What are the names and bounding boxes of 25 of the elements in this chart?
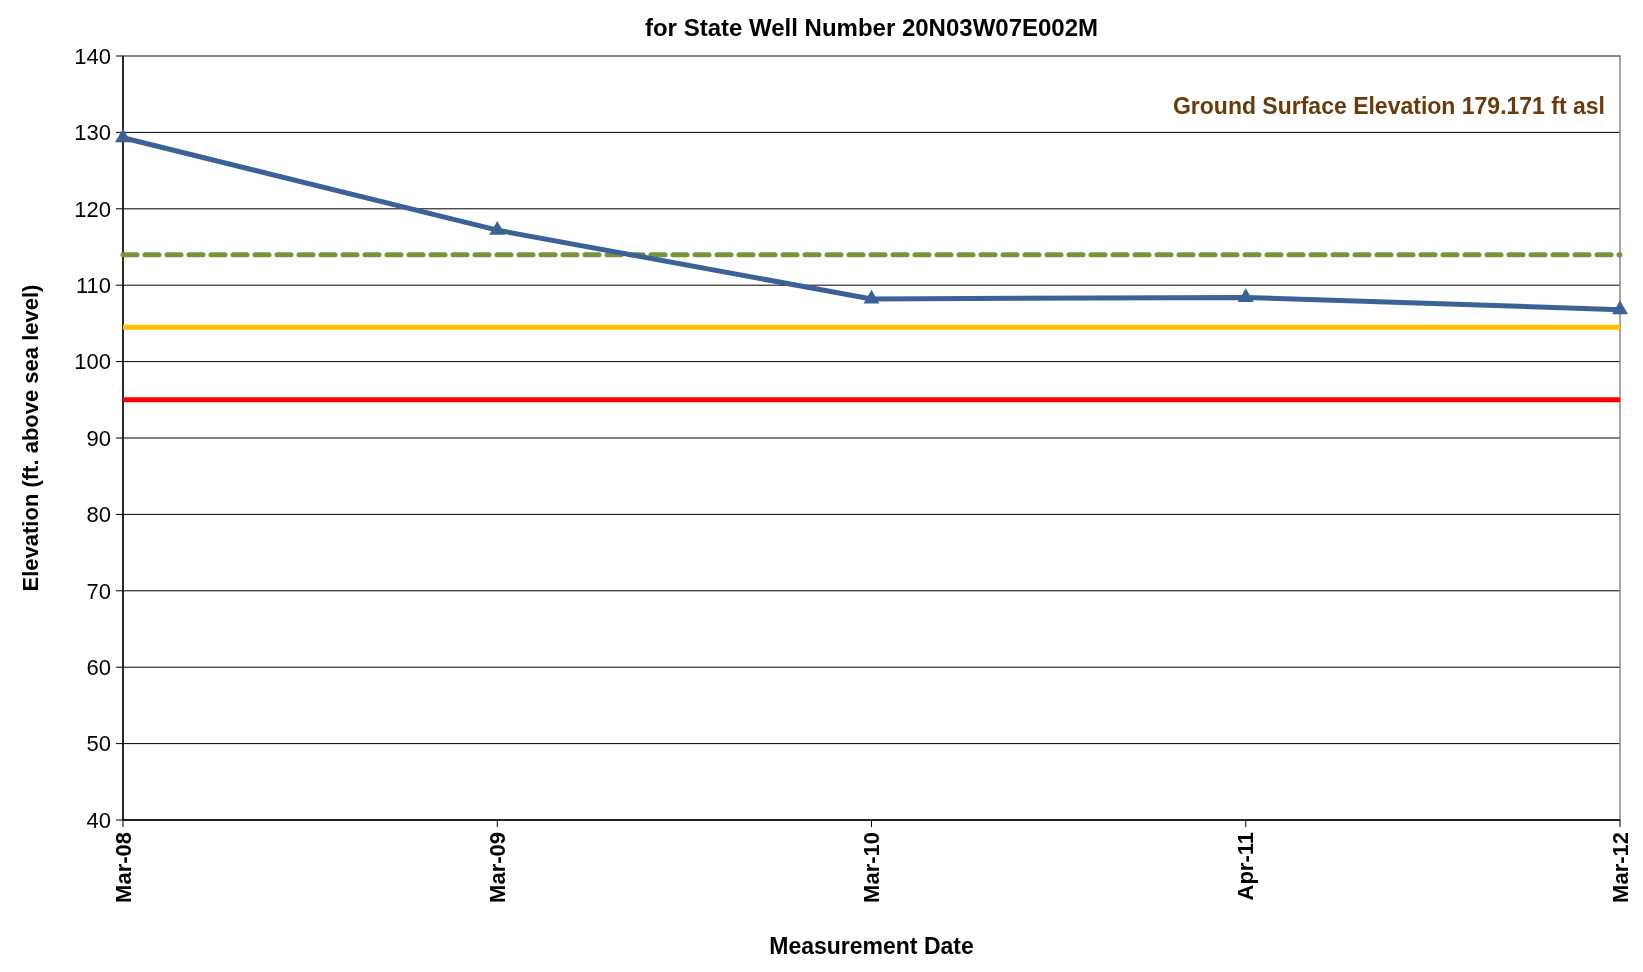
y-tick-label: 40: [86, 807, 111, 833]
x-tick-label: Apr-11: [1233, 832, 1259, 901]
chart-title: for State Well Number 20N03W07E002M: [644, 14, 1099, 41]
y-tick-label: 70: [86, 578, 111, 604]
y-axis-title: Elevation (ft. above sea level): [18, 284, 43, 592]
point: [1237, 288, 1254, 303]
point: [1612, 300, 1628, 315]
y-tick-label: 60: [86, 654, 111, 680]
y-tick-label: 110: [75, 272, 111, 298]
point: [863, 289, 880, 304]
x-tick-label: Mar-09: [484, 832, 510, 903]
x-tick-label: Mar-12: [1607, 832, 1633, 903]
point: [489, 220, 506, 235]
annotation: Ground Surface Elevation 179.171 ft asl: [1172, 93, 1605, 119]
y-tick-label: 140: [74, 43, 111, 69]
y-tick-label: 120: [74, 196, 111, 222]
x-tick-label: Mar-10: [859, 832, 885, 903]
y-tick-label: 80: [86, 502, 111, 528]
point: [115, 128, 131, 143]
y-tick-label: 50: [86, 731, 111, 757]
x-tick-label: Mar-08: [110, 832, 136, 903]
y-tick-label: 90: [86, 425, 111, 451]
y-tick-label: 100: [74, 349, 111, 375]
x-axis-title: Measurement Date: [769, 933, 974, 959]
y-tick-label: 130: [74, 120, 111, 146]
